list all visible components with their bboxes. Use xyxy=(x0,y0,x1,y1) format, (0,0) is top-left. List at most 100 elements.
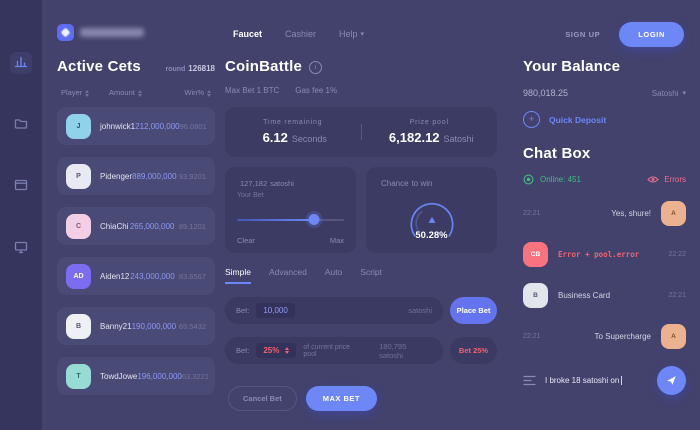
right-panel: Your Balance 980,018.25 Satoshi ▾ + Quick… xyxy=(523,58,686,395)
message-time: 22:21 xyxy=(668,291,686,299)
errors-toggle[interactable]: Errors xyxy=(647,175,686,184)
eye-icon xyxy=(647,175,659,184)
text-cursor xyxy=(621,376,623,385)
bet-amount-input[interactable]: 10,000 xyxy=(256,303,295,318)
stats-icon xyxy=(14,54,28,73)
win-percent: 83.6567 xyxy=(178,271,206,281)
column-amount[interactable]: Amount xyxy=(109,88,171,97)
chance-label: Chance to win xyxy=(381,179,433,188)
bet-amount: 243,000,000 xyxy=(130,271,175,281)
win-percent: 69.5432 xyxy=(178,321,206,331)
signup-button[interactable]: SIGN UP xyxy=(565,30,601,39)
slider-clear-button[interactable]: Clear xyxy=(237,236,255,245)
avatar: A xyxy=(661,323,686,349)
nav-cashier[interactable]: Cashier xyxy=(285,29,317,39)
sort-icon xyxy=(207,89,211,97)
chevron-down-icon: ▾ xyxy=(360,31,365,38)
login-button[interactable]: LOGIN xyxy=(619,22,684,47)
sidebar-item-display[interactable] xyxy=(10,238,32,260)
avatar: T xyxy=(66,363,91,389)
info-icon[interactable]: i xyxy=(309,61,322,74)
filter-icon[interactable] xyxy=(523,375,536,386)
balance-value: 980,018.25 xyxy=(523,88,569,98)
table-row[interactable]: AD Aiden12 243,000,000 83.6567 xyxy=(57,257,215,295)
player-list: J johnwick1 212,000,000 96.0801 P Pideng… xyxy=(57,107,215,395)
sidebar-item-files[interactable] xyxy=(10,114,32,136)
time-remaining-value: 6.12 Seconds xyxy=(262,130,327,145)
bet-amount: 889,000,000 xyxy=(132,171,177,181)
plus-icon: + xyxy=(523,111,540,128)
bet-percent-desc: of current price pool xyxy=(303,343,351,358)
bet-amount: 196,000,000 xyxy=(137,371,182,381)
send-button[interactable] xyxy=(657,366,686,395)
divider xyxy=(360,124,362,140)
prize-pool-label: Prize pool xyxy=(409,119,449,126)
sidebar-item-browser[interactable] xyxy=(10,176,32,198)
player-name: Banny21 xyxy=(100,321,132,331)
sidebar-item-stats[interactable] xyxy=(10,52,32,74)
avatar: B xyxy=(66,313,91,339)
bet-label: Bet: xyxy=(236,306,250,315)
avatar: J xyxy=(66,113,91,139)
slider-handle[interactable] xyxy=(308,214,320,225)
coinbattle-panel: CoinBattle i Max Bet 1 BTC Gas fee 1% Ti… xyxy=(225,58,497,411)
bet-25-button[interactable]: Bet 25% xyxy=(450,337,497,364)
bet-slider[interactable] xyxy=(237,214,344,225)
table-row[interactable]: J johnwick1 212,000,000 96.0801 xyxy=(57,107,215,145)
avatar: CB xyxy=(523,241,548,267)
chat-messages: 22:21 Yes, shure! A CB Error + pool.erro… xyxy=(523,198,686,351)
place-bet-button[interactable]: Place Bet xyxy=(450,297,497,324)
chat-message: 22:21 To Supercharge A xyxy=(523,321,686,351)
win-percent: 96.0801 xyxy=(179,121,207,131)
browser-icon xyxy=(14,178,28,197)
round-indicator: round 126818 xyxy=(165,64,215,73)
bet-percent-field[interactable]: Bet: 25% of current price pool 180,795 s… xyxy=(225,337,443,364)
chat-input[interactable]: I broke 18 satoshi on xyxy=(545,376,648,385)
bet-amount: 212,000,000 xyxy=(135,121,180,131)
nav-faucet[interactable]: Faucet xyxy=(233,29,263,39)
quick-deposit-button[interactable]: + Quick Deposit xyxy=(523,111,686,128)
online-icon xyxy=(523,174,534,185)
tab-auto[interactable]: Auto xyxy=(324,267,343,277)
your-bet-card: 127,182 satoshi Your Bet Clear Max xyxy=(225,167,356,253)
player-name: Aiden12 xyxy=(100,271,130,281)
avatar: A xyxy=(661,200,686,226)
table-row[interactable]: T TowdJowe 196,000,000 63.3221 xyxy=(57,357,215,395)
chat-message: B Business Card 22:21 xyxy=(523,280,686,310)
table-row[interactable]: B Banny21 190,000,000 69.5432 xyxy=(57,307,215,345)
message-text: Error + pool.error xyxy=(558,249,640,259)
slider-max-button[interactable]: Max xyxy=(329,236,344,245)
currency-dropdown[interactable]: Satoshi ▾ xyxy=(651,88,686,98)
slider-fill xyxy=(237,218,315,221)
logo[interactable] xyxy=(57,24,144,41)
chat-title: Chat Box xyxy=(523,145,591,162)
chevron-down-icon: ▾ xyxy=(682,90,686,97)
message-time: 22:22 xyxy=(668,250,686,258)
bet-amount-field[interactable]: Bet: 10,000 satoshi xyxy=(225,297,443,324)
sort-icon xyxy=(85,89,90,97)
table-row[interactable]: P Pidenger 889,000,000 93.9201 xyxy=(57,157,215,195)
page-title: CoinBattle xyxy=(225,58,302,75)
max-bet-button[interactable]: MAX BET xyxy=(305,386,378,411)
online-status: Online: 451 xyxy=(523,174,581,185)
tab-simple[interactable]: Simple xyxy=(225,267,251,284)
folder-icon xyxy=(14,116,28,135)
monitor-icon xyxy=(14,240,28,259)
stepper-icon[interactable] xyxy=(285,347,290,354)
message-time: 22:21 xyxy=(523,209,541,217)
column-player[interactable]: Player xyxy=(61,88,109,97)
top-nav: Faucet Cashier Help ▾ xyxy=(233,29,364,39)
player-name: johnwick1 xyxy=(100,121,136,131)
chat-message: 22:21 Yes, shure! A xyxy=(523,198,686,228)
bet-percent-input[interactable]: 25% xyxy=(256,343,297,358)
round-stats-panel: Time remaining 6.12 Seconds Prize pool 6,… xyxy=(225,107,497,157)
table-row[interactable]: C ChiaChi 265,000,000 89.1201 xyxy=(57,207,215,245)
prize-pool-value: 6,182.12 Satoshi xyxy=(388,130,474,145)
chance-card: Chance to win 50.28% xyxy=(366,167,497,253)
tab-advanced[interactable]: Advanced xyxy=(268,267,307,277)
nav-help[interactable]: Help ▾ xyxy=(339,29,365,39)
cancel-bet-button[interactable]: Cancel Bet xyxy=(228,386,297,411)
column-win[interactable]: Win% xyxy=(171,88,211,97)
tab-script[interactable]: Script xyxy=(360,267,383,277)
send-icon xyxy=(666,375,677,386)
